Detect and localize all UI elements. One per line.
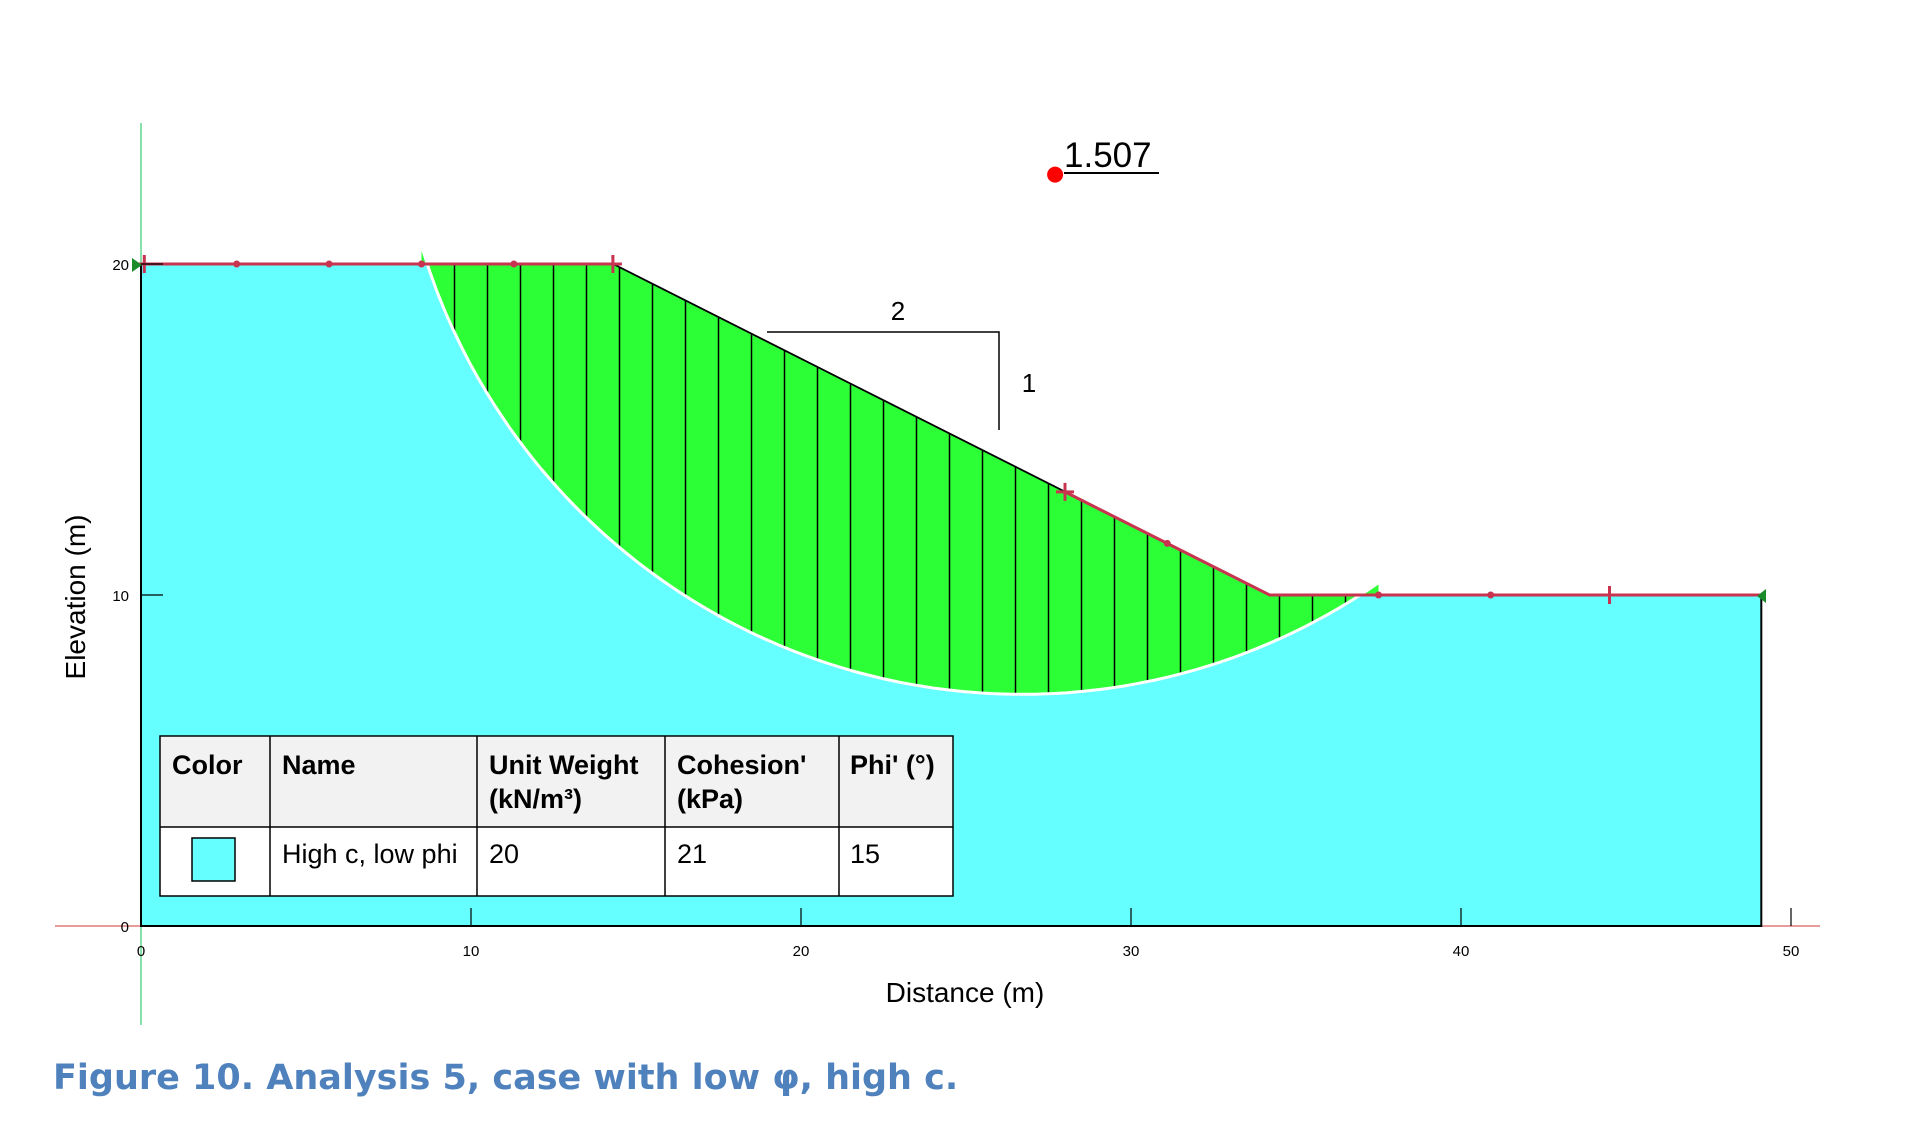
boundary-vertex xyxy=(1375,591,1382,599)
material-color-swatch xyxy=(191,837,236,882)
y-tick-label: 0 xyxy=(121,919,129,936)
slice-lines xyxy=(453,264,1347,695)
slope-ratio-indicator xyxy=(767,331,1000,430)
x-tick-label: 30 xyxy=(1123,943,1140,960)
slip-center-point xyxy=(1047,166,1064,183)
legend-header-color: Color xyxy=(172,750,243,780)
y-tick-label: 10 xyxy=(112,588,129,605)
boundary-vertex xyxy=(510,260,518,268)
legend-header-cohesion: Cohesion' (kPa) xyxy=(677,750,806,814)
boundary-vertex xyxy=(418,260,425,268)
right-support-icon xyxy=(1757,589,1766,603)
slip-surface xyxy=(420,245,1380,696)
material-name: High c, low phi xyxy=(282,839,458,869)
x-tick-label: 20 xyxy=(793,943,810,960)
figure-caption: Figure 10. Analysis 5, case with low φ, … xyxy=(53,1058,959,1098)
factor-of-safety-label: 1.507 xyxy=(1064,136,1152,175)
material-unit-weight: 20 xyxy=(489,839,519,869)
boundary-vertex xyxy=(233,260,241,268)
sliding-mass xyxy=(421,246,1379,695)
x-tick-label: 50 xyxy=(1783,943,1800,960)
boundary-marker xyxy=(603,255,622,273)
slope-ratio-vertical: 1 xyxy=(1022,368,1036,398)
legend-header-unit-weight: Unit Weight (kN/m³) xyxy=(489,750,638,814)
material-phi: 15 xyxy=(850,839,880,869)
boundary-vertex xyxy=(1163,539,1171,547)
x-tick-label: 10 xyxy=(463,943,480,960)
boundary-vertex xyxy=(325,260,333,268)
x-tick-label: 0 xyxy=(137,943,145,960)
y-axis-label: Elevation (m) xyxy=(60,515,91,680)
boundary-vertex xyxy=(1487,591,1495,599)
x-axis: 0 10 20 30 40 50 xyxy=(137,908,1800,960)
y-axis: 0 10 20 xyxy=(112,257,163,936)
legend-header-name: Name xyxy=(282,750,356,780)
legend-header-phi: Phi' (°) xyxy=(850,750,935,780)
left-support-icon xyxy=(132,258,142,272)
y-tick-label: 20 xyxy=(112,257,129,274)
materials-legend-table: Color Name Unit Weight (kN/m³) Cohesion'(… xyxy=(159,735,954,897)
boundary-marker xyxy=(1056,482,1074,501)
x-axis-label: Distance (m) xyxy=(886,977,1045,1008)
material-cohesion: 21 xyxy=(677,839,707,869)
external-boundary-line xyxy=(141,262,1762,597)
boundary-vertices xyxy=(233,260,1495,599)
slope-ratio-horizontal: 2 xyxy=(891,296,905,326)
x-tick-label: 40 xyxy=(1453,943,1470,960)
boundary-marker xyxy=(1600,586,1619,604)
